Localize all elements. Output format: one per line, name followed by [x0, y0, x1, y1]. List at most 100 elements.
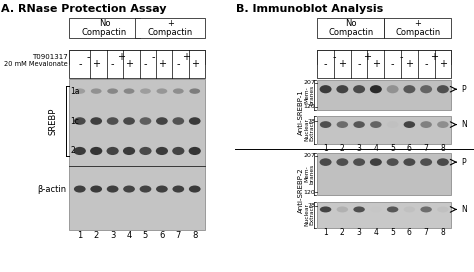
Text: 4: 4 [127, 231, 132, 240]
Ellipse shape [74, 88, 85, 94]
Text: Nuclear
Extract: Nuclear Extract [304, 119, 314, 141]
Ellipse shape [437, 85, 449, 93]
Ellipse shape [91, 117, 102, 125]
Ellipse shape [124, 88, 135, 94]
Text: Anti-SREBP-1: Anti-SREBP-1 [298, 89, 304, 135]
Ellipse shape [420, 121, 432, 128]
Ellipse shape [370, 121, 382, 128]
Text: 2: 2 [93, 231, 99, 240]
Text: Anti-SREBP-2: Anti-SREBP-2 [298, 168, 304, 213]
Ellipse shape [107, 186, 118, 193]
Ellipse shape [420, 158, 432, 166]
Text: 4: 4 [374, 228, 378, 237]
Text: +: + [364, 52, 372, 62]
Text: 78: 78 [308, 203, 315, 208]
Ellipse shape [353, 121, 365, 128]
Ellipse shape [387, 121, 398, 128]
Ellipse shape [74, 186, 86, 193]
Ellipse shape [189, 147, 201, 155]
Text: 7: 7 [176, 231, 181, 240]
Ellipse shape [437, 158, 449, 166]
Ellipse shape [337, 206, 348, 212]
Text: 6: 6 [159, 231, 164, 240]
FancyBboxPatch shape [69, 50, 205, 78]
Ellipse shape [320, 121, 331, 128]
Ellipse shape [370, 206, 382, 212]
Text: A. RNase Protection Assay: A. RNase Protection Assay [1, 4, 167, 14]
Text: +: + [92, 59, 100, 69]
Text: 1c: 1c [71, 116, 80, 126]
Ellipse shape [123, 186, 135, 193]
Text: Nuclear
Extract: Nuclear Extract [304, 203, 314, 226]
Text: SREBP: SREBP [49, 108, 58, 135]
Ellipse shape [404, 206, 415, 212]
Text: +: + [117, 52, 125, 62]
Ellipse shape [337, 158, 348, 166]
Ellipse shape [173, 88, 184, 94]
Ellipse shape [156, 186, 168, 193]
Text: N: N [462, 120, 467, 129]
Text: +
Compactin: + Compactin [147, 18, 193, 37]
Text: 207: 207 [303, 153, 315, 158]
Ellipse shape [189, 117, 201, 125]
Ellipse shape [353, 206, 365, 212]
FancyBboxPatch shape [317, 116, 451, 144]
Ellipse shape [107, 88, 118, 94]
Ellipse shape [437, 206, 448, 212]
Ellipse shape [123, 117, 135, 125]
Text: 1: 1 [323, 144, 328, 153]
Ellipse shape [404, 121, 415, 128]
FancyBboxPatch shape [69, 79, 205, 230]
FancyBboxPatch shape [317, 50, 451, 64]
Text: +: + [125, 59, 133, 69]
Text: +: + [182, 52, 191, 62]
Text: 20 mM Mevalonate: 20 mM Mevalonate [4, 61, 67, 67]
Text: +
Compactin: + Compactin [395, 18, 440, 37]
Ellipse shape [420, 85, 432, 93]
Text: 1: 1 [77, 231, 82, 240]
Text: -: - [424, 59, 428, 69]
Ellipse shape [320, 206, 331, 212]
Text: -: - [152, 52, 155, 62]
Text: 1a: 1a [71, 86, 80, 96]
Ellipse shape [353, 158, 365, 166]
Ellipse shape [123, 147, 135, 155]
Ellipse shape [172, 147, 184, 155]
Text: +: + [405, 59, 413, 69]
Ellipse shape [173, 117, 184, 125]
Ellipse shape [156, 147, 168, 155]
Ellipse shape [387, 85, 399, 93]
Ellipse shape [189, 88, 200, 94]
Ellipse shape [156, 117, 168, 125]
FancyBboxPatch shape [317, 50, 451, 78]
Text: 207: 207 [303, 81, 315, 85]
Ellipse shape [74, 117, 86, 125]
Ellipse shape [139, 147, 152, 155]
Ellipse shape [437, 121, 448, 128]
Text: 1: 1 [323, 228, 328, 237]
Text: 5: 5 [390, 144, 395, 153]
Ellipse shape [319, 85, 332, 93]
Ellipse shape [90, 147, 102, 155]
Ellipse shape [370, 158, 382, 166]
Text: β-actin: β-actin [37, 184, 66, 194]
Text: 6: 6 [407, 144, 412, 153]
Text: 5: 5 [390, 228, 395, 237]
Text: +: + [372, 59, 380, 69]
Ellipse shape [107, 147, 118, 155]
Ellipse shape [140, 117, 151, 125]
Text: P: P [462, 85, 466, 94]
Text: -: - [357, 59, 361, 69]
Text: B. Immunoblot Analysis: B. Immunoblot Analysis [236, 4, 383, 14]
Text: 2: 2 [71, 146, 75, 156]
Text: 2: 2 [340, 144, 345, 153]
Text: +: + [158, 59, 166, 69]
Text: No
Compactin: No Compactin [82, 18, 127, 37]
Ellipse shape [140, 186, 151, 193]
FancyBboxPatch shape [317, 202, 451, 228]
Text: 3: 3 [110, 231, 115, 240]
Text: -: - [332, 52, 336, 62]
Ellipse shape [337, 85, 348, 93]
Ellipse shape [73, 147, 86, 155]
Text: 8: 8 [192, 231, 198, 240]
